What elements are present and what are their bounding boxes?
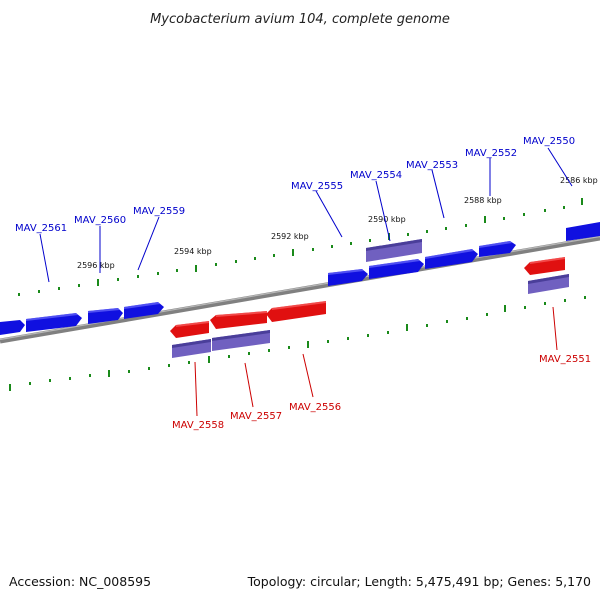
scale-label-2594: 2594 kbp <box>174 247 212 256</box>
gene-arrow-mav-2561[interactable] <box>0 320 25 335</box>
gene-arrow-mav-2553[interactable] <box>425 249 478 269</box>
scale-label-2586: 2586 kbp <box>560 176 598 185</box>
tick-row-lower <box>9 296 586 391</box>
scale-label-2588: 2588 kbp <box>464 196 502 205</box>
reverse-gene-track <box>170 257 565 338</box>
gene-labels: MAV_2550 MAV_2552 MAV_2553 MAV_2554 MAV_… <box>15 136 591 431</box>
scale-label-2592: 2592 kbp <box>271 232 309 241</box>
gene-label-mav-2554[interactable]: MAV_2554 <box>350 170 402 181</box>
gene-label-mav-2551[interactable]: MAV_2551 <box>539 354 591 365</box>
gene-label-mav-2557[interactable]: MAV_2557 <box>230 411 282 422</box>
accession-text: Accession: NC_008595 <box>9 574 151 589</box>
label-leader-lines <box>39 147 573 417</box>
cds-track <box>172 239 569 358</box>
genome-backbone <box>0 235 600 344</box>
gene-label-mav-2550[interactable]: MAV_2550 <box>523 136 575 147</box>
gene-label-mav-2555[interactable]: MAV_2555 <box>291 181 343 192</box>
gene-label-mav-2552[interactable]: MAV_2552 <box>465 148 517 159</box>
gene-label-mav-2553[interactable]: MAV_2553 <box>406 160 458 171</box>
cds-bar-mav-2554[interactable] <box>366 239 422 262</box>
gene-label-mav-2561[interactable]: MAV_2561 <box>15 223 67 234</box>
gene-arrow-mav-2550[interactable] <box>566 222 600 241</box>
gene-label-mav-2558[interactable]: MAV_2558 <box>172 420 224 431</box>
gene-label-mav-2559[interactable]: MAV_2559 <box>133 206 185 217</box>
cds-bar-mav-2551[interactable] <box>528 274 569 294</box>
scale-label-2590: 2590 kbp <box>368 215 406 224</box>
gene-arrow-mav-2556[interactable] <box>266 301 326 322</box>
scale-label-2596: 2596 kbp <box>77 261 115 270</box>
genome-info-text: Topology: circular; Length: 5,475,491 bp… <box>247 574 591 589</box>
gene-label-mav-2560[interactable]: MAV_2560 <box>74 215 126 226</box>
gene-arrow-mav-2554[interactable] <box>369 259 424 279</box>
gene-label-mav-2556[interactable]: MAV_2556 <box>289 402 341 413</box>
cds-bar-mav-2557[interactable] <box>212 330 270 351</box>
map-title: Mycobacterium avium 104, complete genome <box>150 12 450 27</box>
forward-gene-track <box>0 222 600 335</box>
